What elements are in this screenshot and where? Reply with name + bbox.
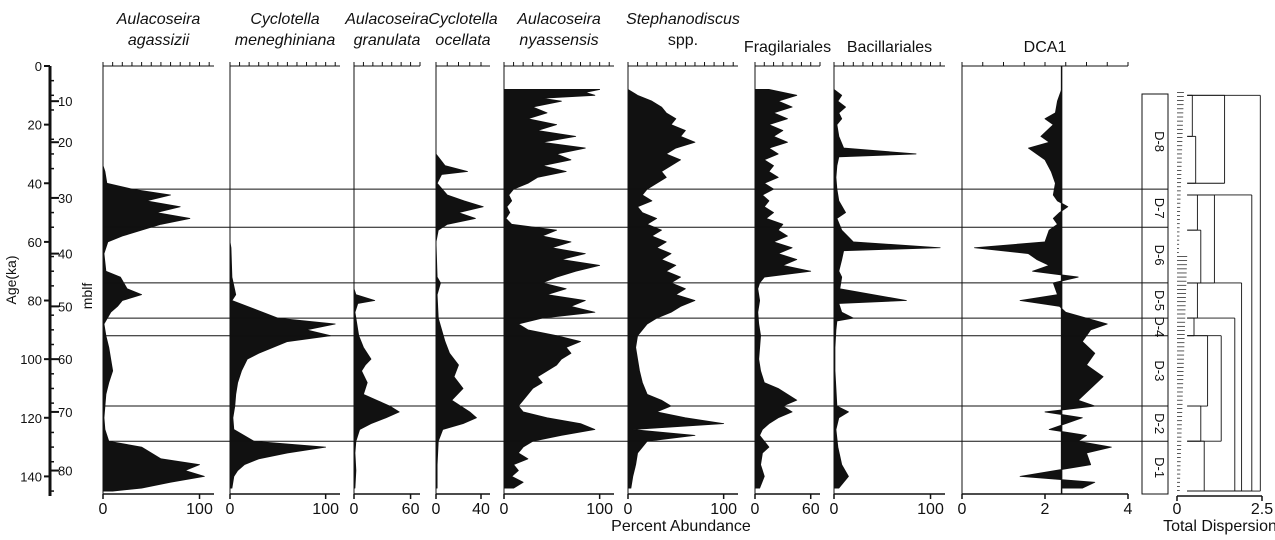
panel-agassizii: Aulacoseira agassizii 0 100 bbox=[99, 11, 214, 518]
depth-tick-label: 10 bbox=[58, 94, 72, 109]
series-area-nyassensis bbox=[503, 89, 601, 489]
series-area-granulata bbox=[353, 89, 400, 489]
age-tick-label: 60 bbox=[28, 235, 42, 250]
panel-bacillariales: Bacillariales 0 100 bbox=[830, 39, 945, 518]
series-area-fragilariales bbox=[754, 89, 812, 489]
panel-title: Aulacoseira bbox=[116, 11, 201, 28]
zone-label: D-6 bbox=[1152, 245, 1167, 266]
zone-label: D-3 bbox=[1152, 360, 1167, 381]
panel-title: agassizii bbox=[128, 32, 190, 49]
age-tick-label: 100 bbox=[20, 352, 42, 367]
zone-label: D-2 bbox=[1152, 413, 1167, 434]
depth-tick-label: 60 bbox=[58, 352, 72, 367]
panel-title: Aulacoseira bbox=[516, 11, 601, 28]
age-tick-label: 80 bbox=[28, 294, 42, 309]
x-tick-label: 2 bbox=[1041, 501, 1050, 518]
age-axis-label: Age(ka) bbox=[3, 255, 19, 304]
x-tick-label: 4 bbox=[1124, 501, 1133, 518]
zone-label: D-5 bbox=[1152, 290, 1167, 311]
x-tick-label: 0 bbox=[99, 501, 108, 518]
depth-tick-label: 30 bbox=[58, 191, 72, 206]
panel-title: nyassensis bbox=[519, 32, 598, 49]
panel-title: Cyclotella bbox=[428, 11, 497, 28]
x-tick-label: 60 bbox=[402, 501, 420, 518]
age-tick-label: 40 bbox=[28, 176, 42, 191]
x-tick-label: 60 bbox=[802, 501, 820, 518]
x-tick-label: 0 bbox=[500, 501, 509, 518]
panel-title: Cyclotella bbox=[250, 11, 319, 28]
x-tick-label: 100 bbox=[917, 501, 944, 518]
x-axis-title: Percent Abundance bbox=[611, 518, 751, 535]
x-tick-label: 0 bbox=[350, 501, 359, 518]
x-tick-label: 0 bbox=[624, 501, 633, 518]
dendrogram: 0 2.5 bbox=[1173, 92, 1273, 518]
series-area-bacillariales bbox=[833, 89, 941, 489]
depth-axis-label: mblf bbox=[79, 283, 95, 310]
zone-column bbox=[1141, 93, 1169, 495]
age-tick-label: 140 bbox=[20, 469, 42, 484]
dendrogram-tick-label: 0 bbox=[1173, 501, 1182, 518]
zone-label: D-4 bbox=[1152, 316, 1167, 337]
x-tick-label: 0 bbox=[432, 501, 441, 518]
x-tick-label: 0 bbox=[830, 501, 839, 518]
depth-tick-label: 70 bbox=[58, 405, 72, 420]
series-area-dca1 bbox=[974, 89, 1112, 489]
zone-label: D-7 bbox=[1152, 198, 1167, 219]
depth-tick-label: 80 bbox=[58, 464, 72, 479]
zone-label: D-8 bbox=[1152, 131, 1167, 152]
dendrogram-axis-title: Total Dispersion bbox=[1163, 518, 1275, 535]
panel-title: ocellata bbox=[435, 32, 490, 49]
depth-tick-label: 20 bbox=[58, 135, 72, 150]
x-tick-label: 100 bbox=[186, 501, 213, 518]
dendrogram-tick-label: 2.5 bbox=[1251, 501, 1273, 518]
panel-title: Aulacoseira bbox=[344, 11, 429, 28]
depth-tick-label: 50 bbox=[58, 299, 72, 314]
panel-title: Bacillariales bbox=[847, 39, 932, 56]
x-tick-label: 0 bbox=[751, 501, 760, 518]
x-tick-label: 0 bbox=[226, 501, 235, 518]
panel-dca1: DCA1 0 2 4 bbox=[958, 39, 1133, 518]
panel-title: granulata bbox=[354, 32, 421, 49]
x-tick-label: 100 bbox=[586, 501, 613, 518]
series-area-meneghiniana bbox=[229, 89, 336, 489]
age-tick-label: 0 bbox=[35, 59, 42, 74]
panel-title: spp. bbox=[668, 32, 698, 49]
x-tick-label: 0 bbox=[958, 501, 967, 518]
panel-nyassensis: Aulacoseira nyassensis 0 100 bbox=[500, 11, 614, 518]
series-area-ocellata bbox=[435, 89, 484, 489]
age-tick-label: 120 bbox=[20, 411, 42, 426]
series-area-stephanodiscus bbox=[627, 89, 725, 489]
panel-granulata: Aulacoseira granulata 0 60 bbox=[344, 11, 429, 518]
depth-tick-label: 40 bbox=[58, 247, 72, 262]
panel-title: Fragilariales bbox=[744, 39, 831, 56]
x-tick-label: 100 bbox=[710, 501, 737, 518]
panel-title: Stephanodiscus bbox=[626, 11, 740, 28]
x-tick-label: 40 bbox=[472, 501, 490, 518]
series-area-agassizii bbox=[102, 89, 205, 492]
panel-meneghiniana: Cyclotella meneghiniana 0 100 bbox=[226, 11, 340, 518]
panel-fragilariales: Fragilariales 0 60 bbox=[744, 39, 831, 518]
age-tick-label: 20 bbox=[28, 118, 42, 133]
zone-label: D-1 bbox=[1152, 457, 1167, 478]
panel-ocellata: Cyclotella ocellata 0 40 bbox=[428, 11, 497, 518]
x-tick-label: 100 bbox=[312, 501, 339, 518]
panel-title: meneghiniana bbox=[235, 32, 336, 49]
panel-stephanodiscus: Stephanodiscus spp. 0 100 bbox=[624, 11, 740, 518]
panel-title: DCA1 bbox=[1024, 39, 1067, 56]
